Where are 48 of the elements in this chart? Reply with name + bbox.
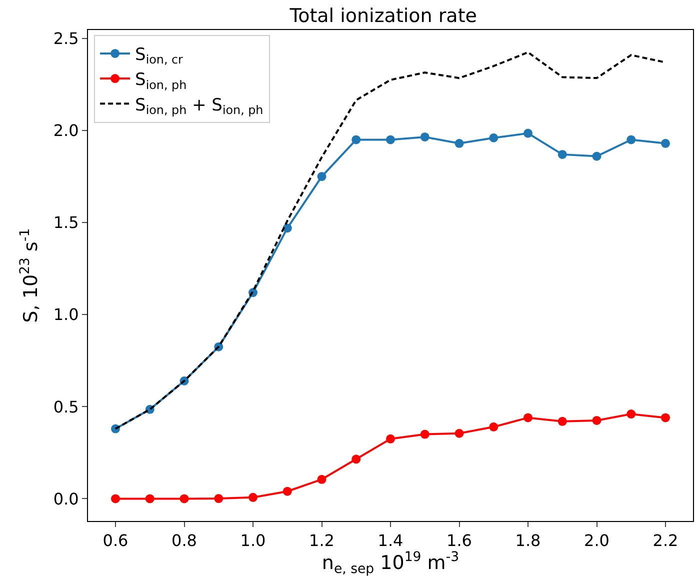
point	[317, 474, 326, 484]
legend-label: S$_{ion, ph}$	[135, 70, 187, 92]
point	[386, 135, 395, 144]
point	[386, 434, 395, 444]
y-tick-label: 1.0	[53, 305, 79, 324]
y-tick-label: 2.0	[53, 121, 79, 140]
point	[592, 152, 602, 161]
y-tick-label: 1.5	[53, 213, 79, 232]
point	[420, 430, 430, 439]
chart-title: Total ionization rate	[288, 5, 477, 28]
x-tick-label: 0.8	[172, 531, 197, 550]
x-tick-label: 1.8	[515, 531, 541, 550]
point	[317, 172, 326, 182]
y-tick-label: 2.5	[53, 29, 79, 48]
point	[489, 422, 498, 432]
point	[111, 494, 120, 504]
legend-label: S$_{ion, cr}$	[135, 45, 184, 67]
x-tick-label: 1.6	[446, 531, 472, 550]
x-tick-label: 1.0	[240, 531, 266, 550]
point	[489, 133, 498, 142]
point	[626, 135, 636, 144]
point	[524, 128, 532, 138]
point	[214, 494, 224, 504]
y-tick-label: 0.0	[53, 489, 79, 508]
point	[592, 416, 602, 425]
point	[352, 454, 361, 464]
point	[420, 132, 430, 142]
point	[558, 150, 567, 159]
point	[145, 494, 154, 504]
point	[558, 416, 567, 426]
x-tick-label: 1.2	[309, 531, 334, 550]
point	[626, 410, 636, 419]
point	[454, 138, 464, 148]
x-axis-title: n$_{e, sep}$ 10$^{19}$ m$^{-3}$	[322, 550, 460, 578]
x-tick-label: 2.0	[584, 531, 610, 550]
point	[661, 413, 670, 422]
x-tick-label: 1.4	[378, 531, 404, 550]
point	[248, 492, 258, 502]
point	[282, 486, 292, 496]
y-tick-label: 0.5	[53, 397, 79, 416]
point	[454, 428, 464, 438]
point	[661, 138, 670, 148]
x-tick-label: 2.2	[652, 531, 678, 550]
x-tick-label: 0.6	[102, 531, 128, 550]
legend-label: S$_{ion, ph}$ + S$_{ion, ph}$	[135, 95, 264, 117]
point	[524, 413, 532, 422]
point	[180, 494, 189, 504]
point	[352, 135, 361, 144]
